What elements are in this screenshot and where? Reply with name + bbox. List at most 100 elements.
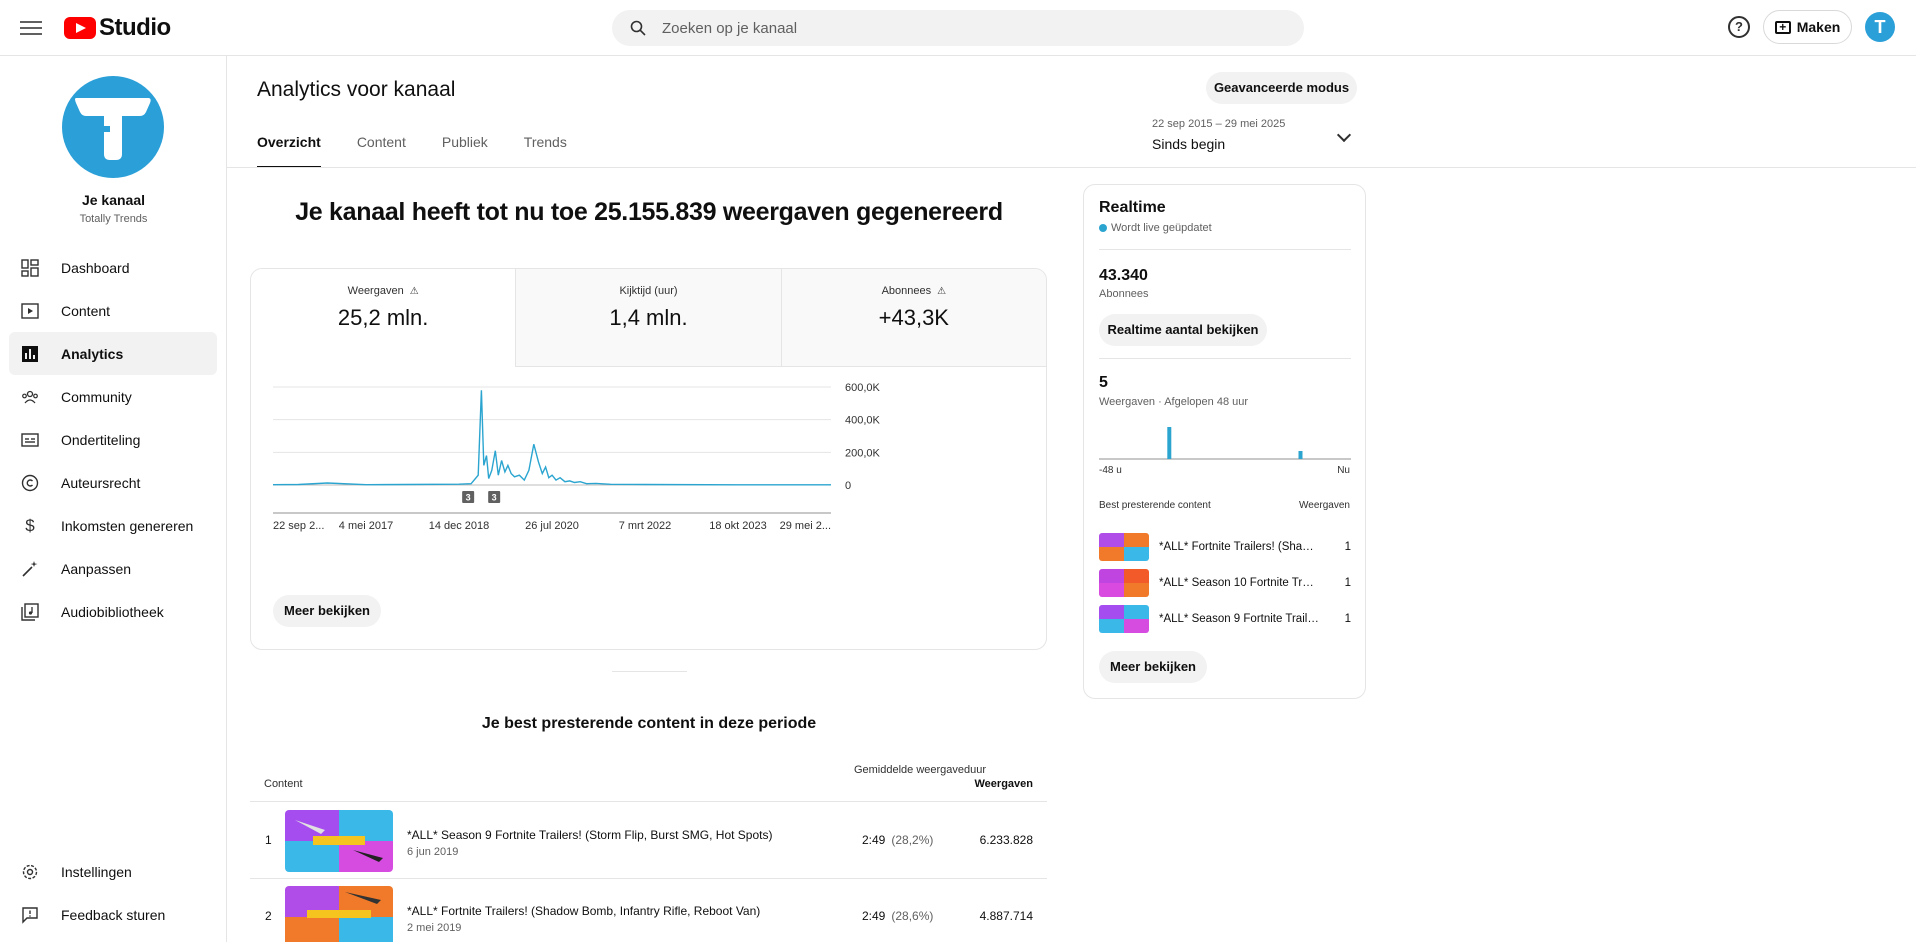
x-tick-label: 29 mei 2... xyxy=(780,520,831,532)
help-icon[interactable]: ? xyxy=(1728,16,1750,38)
x-tick-label: 14 dec 2018 xyxy=(429,520,490,532)
date-range-text: 22 sep 2015 – 29 mei 2025 xyxy=(1152,118,1286,130)
sidebar-item-monetization[interactable]: $ Inkomsten genereren xyxy=(9,504,217,547)
duration-percent: (28,6%) xyxy=(891,909,934,923)
dashboard-icon xyxy=(21,258,39,277)
create-button-label: Maken xyxy=(1796,19,1841,35)
advanced-mode-button[interactable]: Geavanceerde modus xyxy=(1206,72,1357,104)
dollar-icon: $ xyxy=(25,515,35,535)
sidebar: Je kanaal Totally Trends Dashboard Conte… xyxy=(0,56,227,942)
video-thumbnail xyxy=(1099,605,1149,633)
subscriber-label: Abonnees xyxy=(1099,288,1149,300)
annotation-marker xyxy=(488,491,501,503)
list-item[interactable]: *ALL* Fortnite Trailers! (Shadow Bomb, I… xyxy=(1099,533,1351,563)
sidebar-item-label: Community xyxy=(61,388,132,405)
metric-label-text: Abonnees xyxy=(881,285,932,297)
annotation-label: 3 xyxy=(492,493,497,503)
section-divider xyxy=(612,671,687,672)
video-date: 2 mei 2019 xyxy=(407,922,462,934)
metric-views[interactable]: Weergaven ⚠ 25,2 mln. xyxy=(251,269,517,367)
video-title[interactable]: *ALL* Fortnite Trailers! (Shadow Bomb, I… xyxy=(407,904,761,918)
channel-title: Je kanaal xyxy=(81,192,146,208)
tab-trends[interactable]: Trends xyxy=(523,134,567,150)
menu-icon[interactable] xyxy=(20,17,42,37)
y-tick-label: 200,0K xyxy=(845,447,881,459)
metric-label: Abonnees ⚠ xyxy=(782,285,1046,297)
sidebar-item-audio-library[interactable]: Audiobibliotheek xyxy=(9,590,217,633)
tab-content[interactable]: Content xyxy=(356,134,406,150)
views-line-chart[interactable]: 600,0K 400,0K 200,0K 0 22 sep 2... 4 mei 2017… xyxy=(251,367,1047,567)
column-views[interactable]: Weergaven xyxy=(974,778,1034,790)
metric-subscribers[interactable]: Abonnees ⚠ +43,3K xyxy=(781,269,1046,367)
y-tick-label: 600,0K xyxy=(845,382,881,394)
video-views: 1 xyxy=(1344,577,1351,589)
sidebar-item-label: Feedback sturen xyxy=(61,906,166,923)
realtime-bar-chart[interactable] xyxy=(1099,421,1351,461)
row-rank: 1 xyxy=(265,833,272,847)
realtime-views-label: Weergaven · Afgelopen 48 uur xyxy=(1099,396,1249,408)
channel-logo-icon xyxy=(75,98,151,160)
sidebar-item-label: Analytics xyxy=(61,345,124,362)
copyright-icon xyxy=(21,474,39,492)
video-views: 1 xyxy=(1344,541,1351,553)
date-range-picker[interactable]: 22 sep 2015 – 29 mei 2025 Sinds begin xyxy=(1152,118,1357,152)
table-row[interactable]: 1 *ALL* Season 9 Fortnite Trailers! (Sto… xyxy=(250,803,1047,879)
audio-library-icon xyxy=(21,602,39,621)
analytics-icon xyxy=(21,345,39,363)
see-more-button[interactable]: Meer bekijken xyxy=(273,595,381,627)
realtime-count-button[interactable]: Realtime aantal bekijken xyxy=(1099,314,1267,346)
search-icon[interactable] xyxy=(630,20,646,36)
list-item[interactable]: *ALL* Season 10 Fortnite Trailers! 1 xyxy=(1099,569,1351,599)
metric-watch-time[interactable]: Kijktijd (uur) 1,4 mln. xyxy=(516,269,782,367)
sidebar-item-label: Content xyxy=(61,302,111,319)
metric-value: +43,3K xyxy=(878,305,949,330)
video-title[interactable]: *ALL* Season 9 Fortnite Trailers! (Storm… xyxy=(407,828,773,842)
sidebar-item-label: Audiobibliotheek xyxy=(61,603,164,620)
metric-tabs: Weergaven ⚠ 25,2 mln. Kijktijd (uur) 1,4 … xyxy=(251,269,1046,367)
list-item[interactable]: *ALL* Season 9 Fortnite Trailers! 1 xyxy=(1099,605,1351,635)
metric-label: Kijktijd (uur) xyxy=(619,285,678,297)
search-input[interactable] xyxy=(662,19,1262,37)
tab-audience[interactable]: Publiek xyxy=(441,134,488,150)
date-range-label: Sinds begin xyxy=(1152,136,1226,152)
sidebar-item-label: Ondertiteling xyxy=(61,431,141,448)
overview-card: Weergaven ⚠ 25,2 mln. Kijktijd (uur) 1,4 … xyxy=(250,268,1047,650)
total-views-headline: Je kanaal heeft tot nu toe 25.155.839 we… xyxy=(295,198,1003,226)
best-content-label: Best presterende content xyxy=(1099,500,1211,511)
sidebar-item-feedback[interactable]: Feedback sturen xyxy=(9,893,217,936)
x-tick-label: 4 mei 2017 xyxy=(339,520,393,532)
channel-avatar[interactable] xyxy=(62,76,164,178)
sidebar-item-community[interactable]: Community xyxy=(9,375,217,418)
series-line xyxy=(272,390,831,486)
table-row[interactable]: 2 *ALL* Fortnite Trailers! (Shadow Bomb,… xyxy=(250,879,1047,942)
sidebar-item-subtitles[interactable]: Ondertiteling xyxy=(9,418,217,461)
realtime-bar xyxy=(1298,451,1303,459)
search-bar[interactable] xyxy=(612,10,1304,46)
see-more-button[interactable]: Meer bekijken xyxy=(1099,651,1207,683)
sidebar-item-dashboard[interactable]: Dashboard xyxy=(9,246,217,289)
realtime-bar xyxy=(1167,427,1172,459)
sidebar-item-label: Aanpassen xyxy=(61,560,132,577)
duration-value: 2:49 xyxy=(862,909,886,923)
sidebar-item-customize[interactable]: Aanpassen xyxy=(9,547,217,590)
analytics-tabs: Overzicht Content Publiek Trends xyxy=(257,130,603,168)
tab-overview[interactable]: Overzicht xyxy=(257,130,321,168)
video-title: *ALL* Fortnite Trailers! (Shadow Bomb, I… xyxy=(1159,541,1319,553)
studio-logo[interactable]: Studio xyxy=(64,14,171,42)
video-thumbnail[interactable] xyxy=(285,886,393,942)
create-button[interactable]: + Maken xyxy=(1763,10,1852,44)
account-avatar[interactable]: T xyxy=(1865,12,1895,42)
sidebar-item-copyright[interactable]: Auteursrecht xyxy=(9,461,217,504)
sidebar-item-settings[interactable]: Instellingen xyxy=(9,850,217,893)
sidebar-nav: Dashboard Content Analytics Community On… xyxy=(9,246,217,633)
video-thumbnail xyxy=(1099,533,1149,561)
sidebar-item-content[interactable]: Content xyxy=(9,289,217,332)
sidebar-item-analytics[interactable]: Analytics xyxy=(9,332,217,375)
feedback-icon xyxy=(21,906,39,924)
x-tick-label: 7 mrt 2022 xyxy=(619,520,672,532)
video-date: 6 jun 2019 xyxy=(407,846,459,858)
video-thumbnail[interactable] xyxy=(285,810,393,872)
x-tick-label: 26 jul 2020 xyxy=(525,520,579,532)
warning-icon: ⚠ xyxy=(409,286,419,297)
page-title: Analytics voor kanaal xyxy=(257,78,456,101)
